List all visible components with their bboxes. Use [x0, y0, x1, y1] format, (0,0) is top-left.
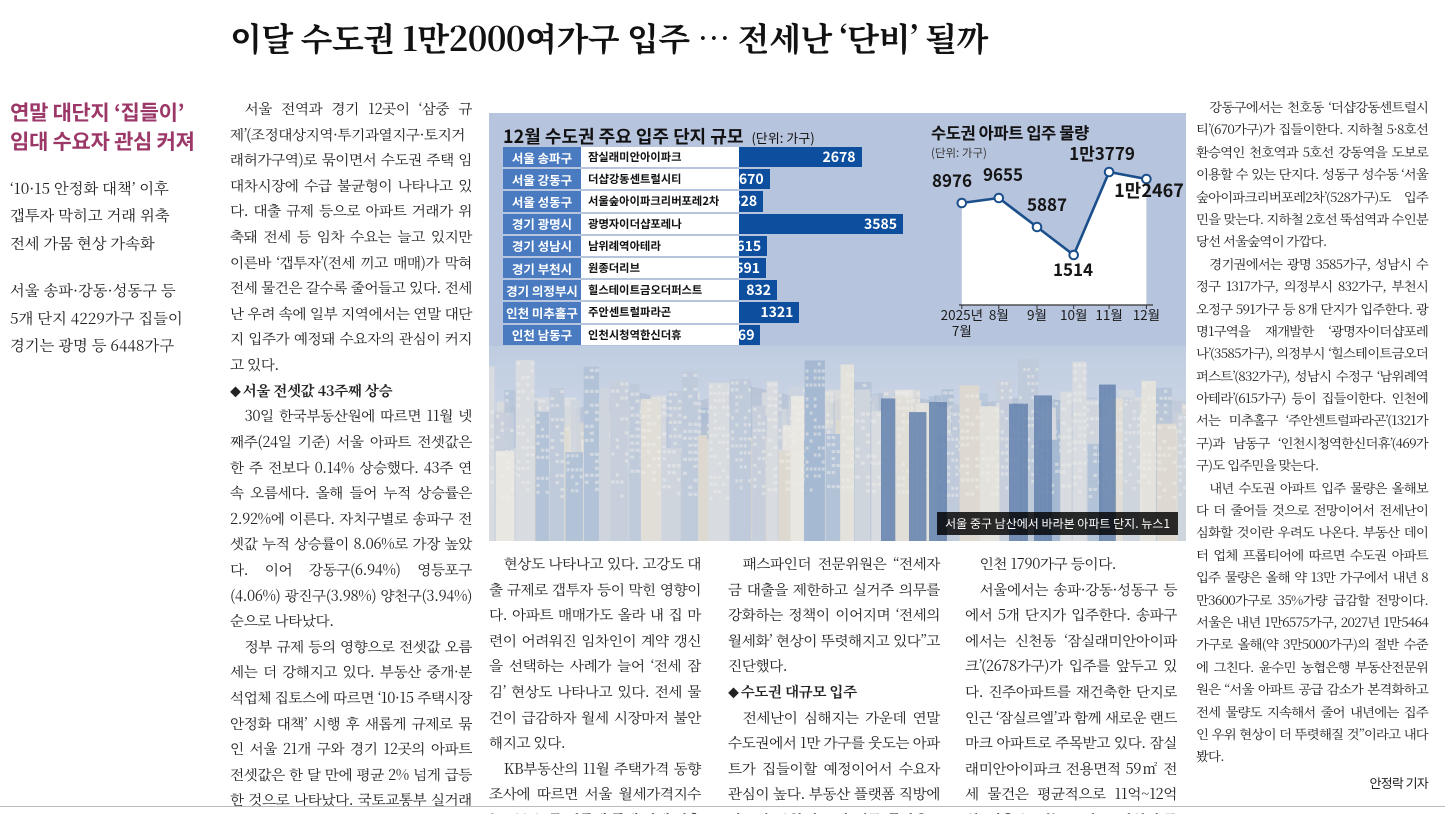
svg-text:10월: 10월 [1060, 304, 1087, 324]
svg-text:12월: 12월 [1133, 304, 1160, 324]
svg-text:9월: 9월 [1027, 304, 1047, 324]
svg-text:(단위: 가구): (단위: 가구) [931, 145, 987, 161]
svg-text:5887: 5887 [1027, 191, 1067, 216]
svg-text:1514: 1514 [1053, 256, 1093, 281]
svg-text:1만3779: 1만3779 [1069, 140, 1135, 165]
svg-text:11월: 11월 [1095, 304, 1122, 324]
svg-text:9655: 9655 [983, 161, 1023, 186]
svg-text:수도권 아파트 입주 물량: 수도권 아파트 입주 물량 [931, 120, 1089, 144]
svg-text:8월: 8월 [989, 304, 1009, 324]
svg-text:7월: 7월 [952, 320, 972, 340]
svg-text:1만2467: 1만2467 [1114, 177, 1184, 203]
svg-text:8976: 8976 [932, 167, 972, 192]
